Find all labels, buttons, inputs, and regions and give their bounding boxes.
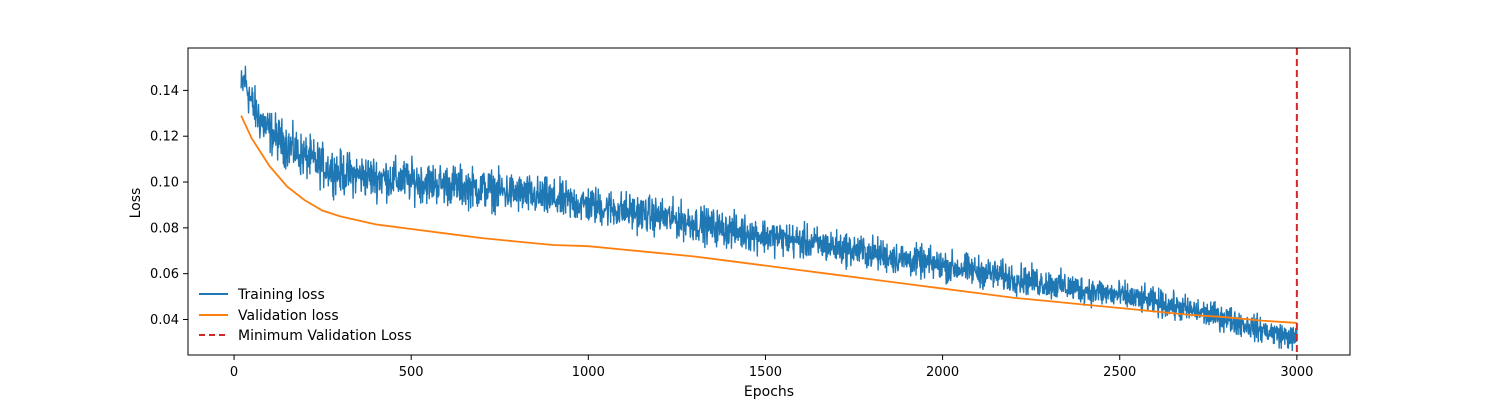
x-tick-label: 1000 bbox=[572, 365, 605, 380]
x-tick-label: 2000 bbox=[926, 365, 959, 380]
x-axis: 0 500 1000 1500 2000 2500 3000 bbox=[230, 355, 1313, 380]
legend-label-min-val: Minimum Validation Loss bbox=[238, 328, 412, 344]
series-line-1 bbox=[240, 115, 1297, 324]
legend-label-validation: Validation loss bbox=[238, 308, 339, 324]
legend-label-training: Training loss bbox=[237, 287, 325, 303]
x-tick-label: 2500 bbox=[1103, 365, 1136, 380]
y-tick-label: 0.04 bbox=[150, 313, 179, 328]
y-tick-label: 0.10 bbox=[150, 176, 179, 191]
x-tick-label: 3000 bbox=[1280, 365, 1313, 380]
legend: Training loss Validation loss Minimum Va… bbox=[199, 287, 412, 344]
y-axis: 0.04 0.06 0.08 0.10 0.12 0.14 bbox=[150, 84, 188, 328]
plot-content bbox=[240, 48, 1298, 355]
plot-frame bbox=[187, 47, 1351, 356]
x-tick-label: 0 bbox=[230, 365, 238, 380]
y-axis-label: Loss bbox=[128, 188, 144, 219]
y-tick-label: 0.14 bbox=[150, 84, 179, 99]
x-axis-label: Epochs bbox=[744, 384, 794, 400]
x-tick-label: 500 bbox=[399, 365, 424, 380]
x-tick-label: 1500 bbox=[749, 365, 782, 380]
series-line-0 bbox=[240, 65, 1298, 352]
y-tick-label: 0.06 bbox=[150, 267, 179, 282]
y-tick-label: 0.12 bbox=[150, 130, 179, 145]
y-tick-label: 0.08 bbox=[150, 221, 179, 236]
